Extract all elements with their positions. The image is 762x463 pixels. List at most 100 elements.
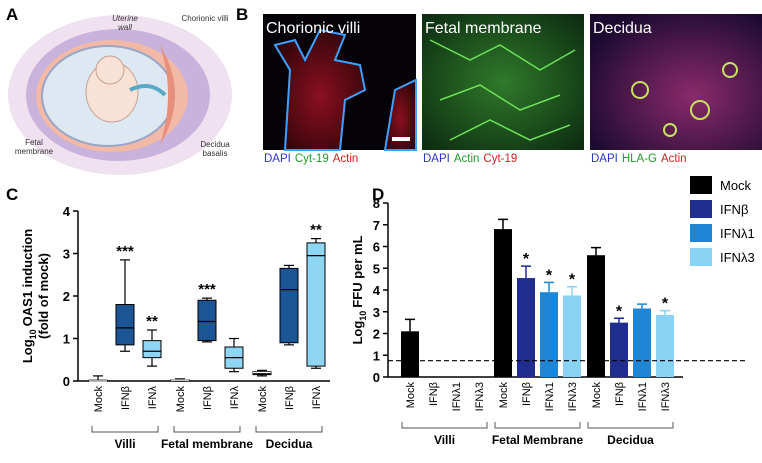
bar — [656, 315, 674, 377]
bar — [610, 322, 628, 377]
y-label-subscript: 10 — [28, 329, 38, 339]
x-tick-label: IFNβ — [614, 382, 626, 406]
x-tick-label: IFNλ3 — [474, 382, 486, 411]
y-axis-label: Log10 OAS1 induction (fold of mock) — [20, 229, 51, 363]
y-tick-label: 4 — [373, 283, 381, 298]
bar — [633, 308, 651, 377]
legend-label: IFNλ3 — [720, 250, 755, 265]
error-bar — [591, 246, 601, 256]
error-bar — [660, 309, 670, 316]
y-tick-label: 1 — [373, 348, 380, 363]
error-bar — [498, 218, 508, 230]
box — [142, 340, 162, 359]
x-tick-label: IFNβ — [284, 386, 296, 410]
micrograph-title: Decidua — [593, 20, 652, 37]
y-tick-label: 3 — [373, 305, 380, 320]
significance: * — [546, 267, 553, 284]
y-axis-title: Log10 FFU per mL — [350, 235, 368, 344]
error-bar — [637, 303, 647, 309]
bar — [540, 292, 558, 377]
micrograph-title: Fetal membrane — [425, 20, 542, 37]
bar — [494, 229, 512, 377]
stain-name: DAPI — [423, 153, 450, 165]
y-tick-label: 0 — [63, 374, 70, 389]
x-tick-label: Mock — [591, 382, 603, 409]
significance: *** — [198, 281, 216, 298]
y-tick-label: 2 — [373, 327, 380, 342]
x-tick-label: IFNλ1 — [451, 382, 463, 411]
group-bracket — [91, 426, 159, 433]
box — [115, 304, 135, 346]
x-tick-label: IFNλ3 — [660, 382, 672, 411]
x-tick-label: IFNλ3 — [567, 382, 579, 411]
error-bar — [614, 317, 624, 323]
group-label: Decidua — [607, 433, 654, 447]
group-bracket — [494, 422, 581, 429]
group-label: Villi — [434, 433, 455, 447]
legend-swatch — [690, 224, 712, 242]
illustration-label: Fetal membrane — [14, 138, 54, 156]
x-tick-label: IFNβ — [120, 386, 132, 410]
significance: * — [616, 303, 623, 320]
x-tick-label: IFNβ — [521, 382, 533, 406]
legend-label: Mock — [720, 178, 752, 193]
stain-legend: DAPI Actin Cyt-19 — [423, 153, 517, 165]
stain-name: Actin — [333, 153, 359, 165]
stain-name: HLA-G — [622, 153, 657, 165]
legend-swatch — [690, 200, 712, 218]
panel-label: D — [372, 185, 384, 204]
panel-label: B — [236, 5, 248, 24]
significance: * — [523, 251, 530, 268]
error-bar — [405, 318, 415, 332]
y-tick-label: 7 — [373, 218, 380, 233]
micrograph-3 — [590, 14, 762, 150]
bar — [517, 278, 535, 377]
y-tick-label: 2 — [63, 289, 70, 304]
group-label: Fetal Membrane — [492, 433, 584, 447]
y-tick-label: 4 — [63, 204, 71, 219]
x-tick-label: IFNβ — [428, 382, 440, 406]
box — [197, 299, 217, 342]
group-bracket — [255, 426, 323, 433]
y-tick-label: 6 — [373, 240, 380, 255]
y-label-text: Log — [20, 339, 35, 363]
stain-name: Actin — [454, 153, 480, 165]
group-bracket — [173, 426, 241, 433]
stain-legend: DAPI HLA-G Actin — [591, 153, 687, 165]
x-tick-label: Mock — [93, 386, 105, 413]
group-label: Villi — [114, 437, 135, 451]
box — [252, 371, 272, 376]
x-tick-label: Mock — [175, 386, 187, 413]
y-axis-title: (fold of mock) — [36, 253, 51, 339]
legend-swatch — [690, 248, 712, 266]
illustration-label: Chorionic villi — [181, 14, 229, 23]
micrograph-1 — [263, 14, 417, 151]
y-tick-label: 8 — [373, 196, 380, 211]
x-tick-label: IFNλ — [147, 386, 159, 410]
legend-swatch — [690, 176, 712, 194]
stain-legend: DAPI Cyt-19 Actin — [264, 153, 358, 165]
error-bar — [544, 281, 554, 293]
micrograph-title: Chorionic villi — [266, 20, 360, 37]
illustration-label: Decidua basalis — [200, 140, 230, 158]
stain-name: Cyt-19 — [295, 153, 329, 165]
y-tick-label: 5 — [373, 261, 380, 276]
group-bracket — [401, 422, 488, 429]
bar — [587, 255, 605, 377]
significance: *** — [116, 243, 134, 260]
error-bar — [567, 285, 577, 296]
panel-label: C — [6, 185, 18, 204]
y-tick-label: 3 — [63, 247, 70, 262]
stain-name: Actin — [661, 153, 687, 165]
error-bar — [521, 265, 531, 279]
group-label: Decidua — [266, 437, 313, 451]
x-tick-label: Mock — [498, 382, 510, 409]
group-label: Fetal membrane — [161, 437, 253, 451]
y-label-text: OAS1 induction — [20, 229, 35, 327]
significance: ** — [146, 313, 158, 330]
illustration-label: Uterine wall — [112, 14, 138, 32]
legend-label: IFNλ1 — [720, 226, 755, 241]
y-tick-label: 0 — [373, 370, 380, 385]
